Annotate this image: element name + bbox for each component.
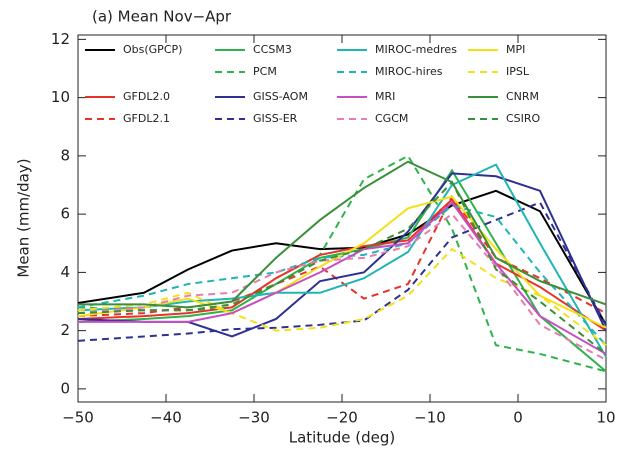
legend-label: PCM (253, 65, 277, 78)
x-tick-label: −20 (326, 409, 358, 427)
legend-label: CGCM (375, 112, 408, 125)
series-line (77, 163, 607, 358)
series-line (77, 195, 607, 329)
x-tick-label: 10 (596, 409, 615, 427)
legend-label: GFDL2.1 (123, 112, 170, 125)
legend-label: CNRM (506, 90, 539, 103)
x-tick-label: −50 (62, 409, 94, 427)
series-line (77, 201, 607, 342)
series-line (77, 154, 607, 373)
legend-label: CCSM3 (253, 43, 292, 56)
legend-label: MPI (506, 43, 525, 56)
legend-label: MIROC-hires (375, 65, 443, 78)
y-tick-label: 4 (60, 263, 70, 281)
y-tick-label: 12 (51, 30, 70, 48)
legend-label: GFDL2.0 (123, 90, 170, 103)
series-line (77, 168, 607, 373)
x-tick-label: −30 (238, 409, 270, 427)
legend-label: GISS-ER (253, 112, 298, 125)
x-axis-label: Latitude (deg) (289, 429, 395, 447)
series-line (77, 204, 607, 346)
y-axis-label: Mean (mm/day) (15, 158, 33, 277)
y-tick-label: 2 (60, 321, 70, 339)
chart-title: (a) Mean Nov−Apr (92, 8, 232, 26)
legend-label: GISS-AOM (253, 90, 308, 103)
y-tick-label: 6 (60, 205, 70, 223)
y-tick-label: 8 (60, 146, 70, 164)
x-tick-label: −40 (150, 409, 182, 427)
legend-label: IPSL (506, 65, 530, 78)
series-line (77, 198, 607, 332)
series-line (77, 180, 607, 355)
y-tick-label: 10 (51, 88, 70, 106)
x-tick-label: −10 (414, 409, 446, 427)
x-tick-label: 0 (513, 409, 523, 427)
legend-label: Obs(GPCP) (123, 43, 182, 56)
legend-label: CSIRO (506, 112, 541, 125)
legend-label: MRI (375, 90, 395, 103)
series-line (77, 212, 607, 361)
series-line (78, 160, 607, 309)
y-tick-label: 0 (60, 379, 70, 397)
series-line (77, 247, 607, 347)
series-line (78, 200, 607, 355)
series-line (77, 189, 607, 326)
legend-label: MIROC-medres (375, 43, 457, 56)
